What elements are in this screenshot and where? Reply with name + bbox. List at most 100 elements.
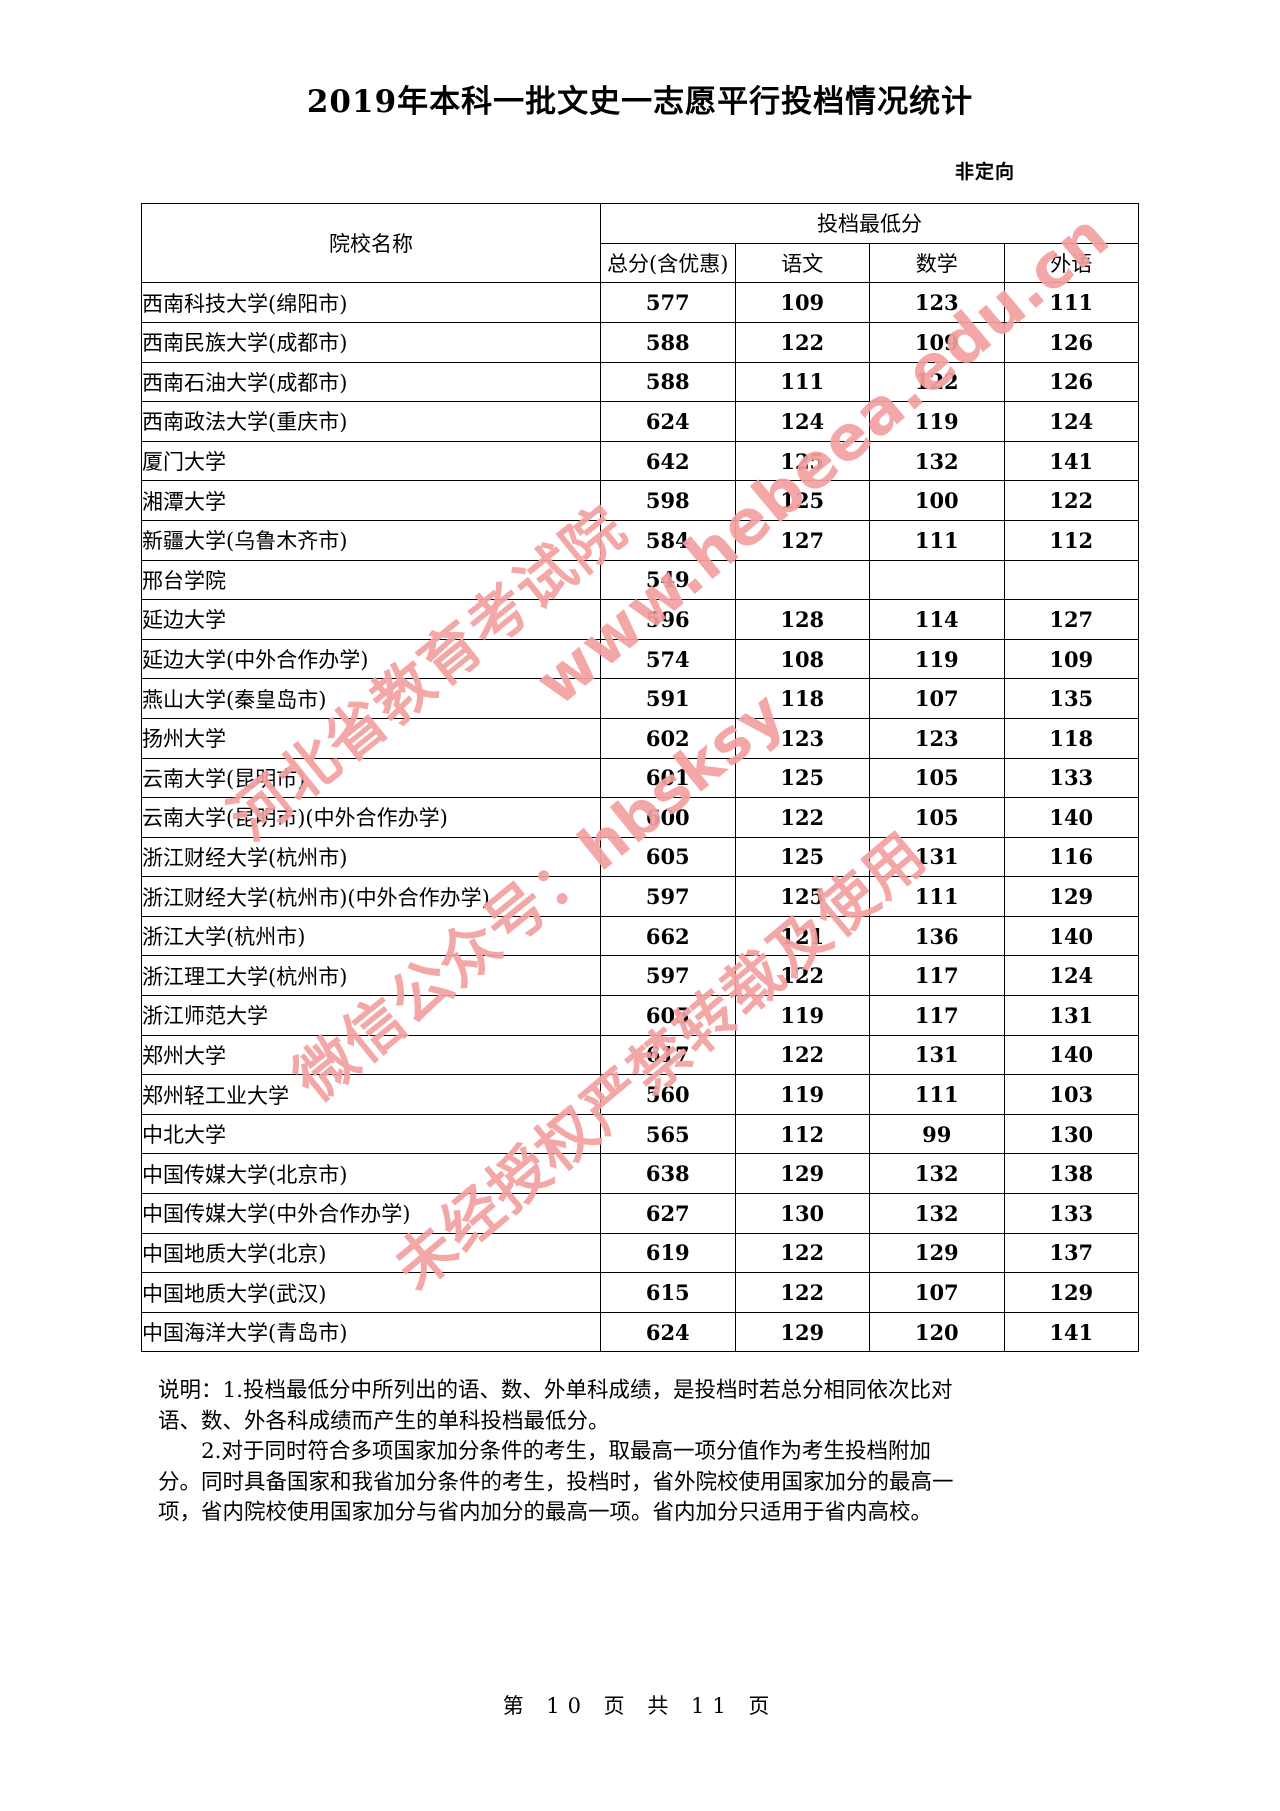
cell-foreign-score: 124 [1003, 401, 1139, 442]
cell-foreign-score: 129 [1003, 1272, 1139, 1313]
cell-math-score: 123 [869, 282, 1005, 323]
cell-chinese-score: 129 [734, 1311, 870, 1353]
cell-chinese-score: 129 [734, 1153, 870, 1195]
score-table: 院校名称 投档最低分 总分(含优惠) 语文 数学 外语 西南科技大学(绵阳市) 5… [141, 203, 1139, 1353]
cell-school-name: 西南政法大学(重庆市) [141, 401, 601, 442]
header-foreign: 外语 [1003, 242, 1139, 284]
cell-foreign-score: 124 [1003, 955, 1139, 997]
cell-school-name: 延边大学(中外合作办学) [141, 638, 601, 680]
cell-school-name: 郑州大学 [141, 1034, 601, 1076]
cell-math-score: 129 [869, 1232, 1005, 1274]
table-row: 燕山大学(秦皇岛市) 591 118 107 135 [141, 678, 1139, 719]
cell-chinese-score: 119 [734, 995, 870, 1036]
cell-school-name: 浙江大学(杭州市) [141, 915, 601, 957]
cell-school-name: 中北大学 [141, 1113, 601, 1155]
cell-chinese-score: 125 [734, 757, 870, 799]
cell-school-name: 中国地质大学(武汉) [141, 1272, 601, 1313]
cell-total-score: 584 [600, 519, 736, 561]
header-school-name: 院校名称 [141, 203, 601, 284]
cell-math-score: 100 [869, 480, 1005, 521]
subtitle-label: 非定向 [954, 161, 1015, 184]
cell-chinese-score: 125 [734, 480, 870, 521]
cell-foreign-score: 118 [1003, 717, 1139, 759]
cell-math-score: 114 [869, 599, 1005, 640]
cell-math-score: 132 [869, 440, 1005, 482]
cell-foreign-score: 109 [1003, 638, 1139, 680]
cell-total-score: 624 [600, 401, 736, 442]
cell-total-score: 638 [600, 1153, 736, 1195]
cell-chinese-score: 122 [734, 955, 870, 997]
cell-math-score: 111 [869, 519, 1005, 561]
table-row: 郑州大学 617 122 131 140 [141, 1034, 1139, 1076]
cell-chinese-score: 122 [734, 1034, 870, 1076]
cell-total-score: 605 [600, 995, 736, 1036]
cell-total-score: 600 [600, 797, 736, 838]
cell-total-score: 574 [600, 638, 736, 680]
note-line-3: 2.对于同时符合多项国家加分条件的考生，取最高一项分值作为考生投档附加 [201, 1439, 932, 1465]
cell-chinese-score [734, 559, 870, 601]
cell-total-score: 596 [600, 599, 736, 640]
cell-chinese-score: 125 [734, 440, 870, 482]
cell-foreign-score: 133 [1003, 1193, 1139, 1234]
cell-math-score: 107 [869, 678, 1005, 719]
cell-school-name: 浙江财经大学(杭州市)(中外合作办学) [141, 876, 601, 917]
cell-total-score: 565 [600, 1113, 736, 1155]
cell-school-name: 中国传媒大学(中外合作办学) [141, 1193, 601, 1234]
table-row: 新疆大学(乌鲁木齐市) 584 127 111 112 [141, 519, 1139, 561]
table-row: 西南石油大学(成都市) 588 111 122 126 [141, 361, 1139, 403]
cell-school-name: 邢台学院 [141, 559, 601, 601]
cell-foreign-score: 140 [1003, 1034, 1139, 1076]
page-title: 2019年本科一批文史一志愿平行投档情况统计 [306, 84, 974, 120]
cell-chinese-score: 125 [734, 876, 870, 917]
cell-total-score: 588 [600, 321, 736, 363]
cell-math-score: 136 [869, 915, 1005, 957]
cell-total-score: 549 [600, 559, 736, 601]
cell-math-score: 131 [869, 1034, 1005, 1076]
cell-math-score: 107 [869, 1272, 1005, 1313]
table-row: 云南大学(昆明市) 601 125 105 133 [141, 757, 1139, 799]
cell-foreign-score: 129 [1003, 876, 1139, 917]
table-row: 西南政法大学(重庆市) 624 124 119 124 [141, 401, 1139, 442]
cell-chinese-score: 109 [734, 282, 870, 323]
table-row: 中国传媒大学(北京市) 638 129 132 138 [141, 1153, 1139, 1195]
cell-chinese-score: 112 [734, 1113, 870, 1155]
table-row: 郑州轻工业大学 560 119 111 103 [141, 1074, 1139, 1115]
cell-foreign-score: 131 [1003, 995, 1139, 1036]
cell-chinese-score: 127 [734, 519, 870, 561]
notes-block: 说明：1.投档最低分中所列出的语、数、外单科成绩，是投档时若总分相同依次比对 语… [140, 1376, 1140, 1529]
cell-school-name: 浙江理工大学(杭州市) [141, 955, 601, 997]
table-row: 西南民族大学(成都市) 588 122 109 126 [141, 321, 1139, 363]
header-total-score: 总分(含优惠) [600, 242, 736, 284]
cell-total-score: 560 [600, 1074, 736, 1115]
cell-foreign-score: 112 [1003, 519, 1139, 561]
cell-total-score: 597 [600, 955, 736, 997]
cell-total-score: 591 [600, 678, 736, 719]
cell-total-score: 662 [600, 915, 736, 957]
cell-math-score: 122 [869, 361, 1005, 403]
cell-math-score: 111 [869, 876, 1005, 917]
page-footer: 第 10 页 共 11 页 [502, 1694, 778, 1718]
cell-math-score: 109 [869, 321, 1005, 363]
cell-school-name: 云南大学(昆明市)(中外合作办学) [141, 797, 601, 838]
cell-total-score: 615 [600, 1272, 736, 1313]
cell-chinese-score: 122 [734, 1272, 870, 1313]
cell-math-score: 132 [869, 1153, 1005, 1195]
cell-math-score: 117 [869, 995, 1005, 1036]
cell-chinese-score: 125 [734, 836, 870, 878]
table-row: 中北大学 565 112 99 130 [141, 1113, 1139, 1155]
cell-foreign-score: 138 [1003, 1153, 1139, 1195]
cell-chinese-score: 123 [734, 717, 870, 759]
table-row: 浙江理工大学(杭州市) 597 122 117 124 [141, 955, 1139, 997]
cell-foreign-score: 140 [1003, 797, 1139, 838]
cell-math-score: 131 [869, 836, 1005, 878]
cell-math-score: 120 [869, 1311, 1005, 1353]
cell-foreign-score: 141 [1003, 440, 1139, 482]
cell-school-name: 西南民族大学(成都市) [141, 321, 601, 363]
cell-total-score: 602 [600, 717, 736, 759]
cell-foreign-score: 130 [1003, 1113, 1139, 1155]
cell-foreign-score: 127 [1003, 599, 1139, 640]
table-row: 西南科技大学(绵阳市) 577 109 123 111 [141, 282, 1139, 323]
cell-chinese-score: 128 [734, 599, 870, 640]
cell-total-score: 642 [600, 440, 736, 482]
